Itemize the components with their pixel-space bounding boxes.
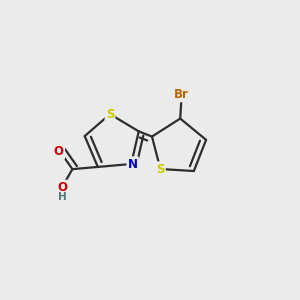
Text: H: H xyxy=(58,192,66,203)
Text: S: S xyxy=(156,163,165,176)
Text: S: S xyxy=(106,108,114,121)
Text: O: O xyxy=(57,181,67,194)
Text: N: N xyxy=(128,158,138,170)
Text: Br: Br xyxy=(174,88,189,101)
Text: O: O xyxy=(54,146,64,158)
